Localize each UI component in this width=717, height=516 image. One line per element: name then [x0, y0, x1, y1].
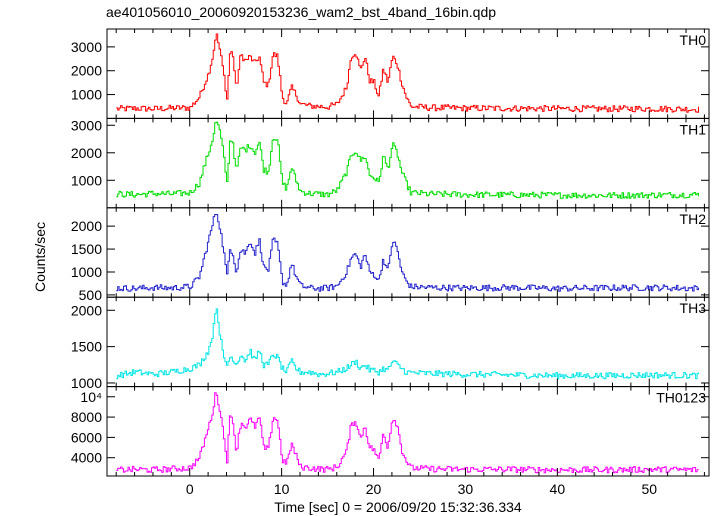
panel-label: TH1	[680, 121, 707, 137]
x-tick-label: 50	[641, 481, 657, 497]
panel-label: TH3	[680, 300, 707, 316]
panel-th0: 1000 2000 3000 TH0	[71, 28, 710, 119]
series-line-th0123	[116, 392, 699, 474]
panel-frame	[106, 28, 710, 119]
panel-th3: 1000 1500 2000 TH3	[71, 296, 710, 391]
y-tick-label: 2000	[71, 302, 102, 318]
y-tick-label: 8000	[71, 409, 102, 425]
panel-frame	[106, 117, 710, 209]
y-tick-label: 1500	[71, 241, 102, 257]
panel-th1: 1000 2000 3000 TH1	[71, 117, 710, 209]
y-tick-label: 3000	[71, 117, 102, 133]
panel-th2: 500 1000 1500 2000 TH2	[71, 207, 710, 303]
series-line-th1	[116, 121, 699, 199]
x-tick-label: 0	[186, 481, 194, 497]
series-line-th3	[116, 308, 699, 380]
x-axis-label: Time [sec] 0 = 2006/09/20 15:32:36.334	[274, 499, 522, 515]
panel-label: TH0123	[656, 390, 706, 406]
y-tick-label: 1500	[71, 339, 102, 355]
y-tick-label: 10⁴	[80, 389, 102, 405]
x-tick-label: 30	[458, 481, 474, 497]
y-axis-label: Counts/sec	[32, 222, 48, 292]
y-tick-label: 1000	[71, 375, 102, 391]
y-tick-label: 500	[79, 287, 103, 303]
y-tick-label: 1000	[71, 87, 102, 103]
y-tick-label: 4000	[71, 450, 102, 466]
y-tick-label: 2000	[71, 145, 102, 161]
panel-label: TH2	[680, 211, 707, 227]
panel-frame	[106, 386, 710, 477]
x-tick-label: 10	[274, 481, 290, 497]
series-line-th0	[116, 33, 699, 113]
y-tick-label: 2000	[71, 63, 102, 79]
panel-frame	[106, 296, 710, 388]
series-line-th2	[116, 214, 699, 292]
y-tick-label: 1000	[71, 264, 102, 280]
figure-title: ae401056010_20060920153236_wam2_bst_4ban…	[106, 4, 496, 20]
panel-th0123: 4000 6000 8000 10⁴ TH0123	[71, 386, 710, 477]
y-tick-label: 2000	[71, 218, 102, 234]
x-tick-label: 40	[550, 481, 566, 497]
y-tick-label: 3000	[71, 39, 102, 55]
y-tick-label: 6000	[71, 429, 102, 445]
panel-label: TH0	[680, 32, 707, 48]
y-tick-label: 1000	[71, 172, 102, 188]
x-tick-label: 20	[366, 481, 382, 497]
